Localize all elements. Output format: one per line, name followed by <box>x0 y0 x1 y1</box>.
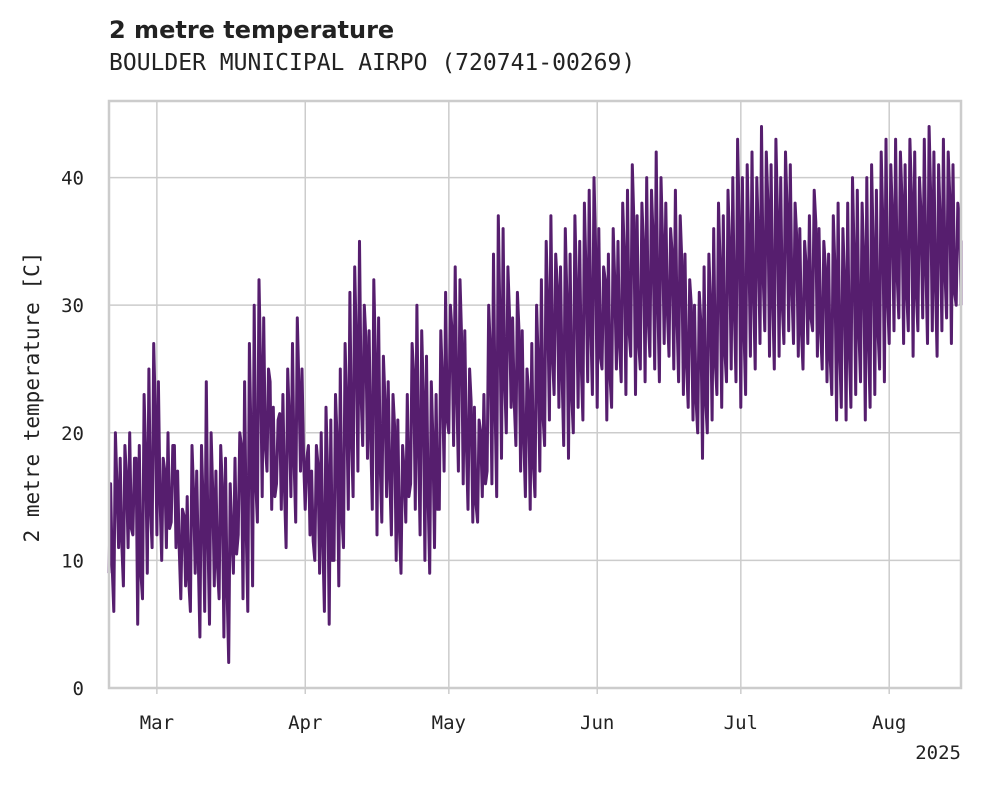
chart-subtitle: BOULDER MUNICIPAL AIRPO (720741-00269) <box>109 50 636 76</box>
x-axis-ticks: Mar Apr May Jun Jul Aug <box>140 688 906 734</box>
y-tick-label: 40 <box>61 168 84 190</box>
series-line-0 <box>107 125 963 664</box>
x-tick-label: Jun <box>580 712 614 734</box>
x-tick-label: Jul <box>724 712 758 734</box>
y-tick-label: 20 <box>61 423 84 445</box>
plot-frame <box>107 99 963 690</box>
y-axis-label: 2 metre temperature [C] <box>20 252 44 543</box>
year-label: 2025 <box>915 742 961 764</box>
x-tick-label: Aug <box>872 712 906 734</box>
x-tick-label: May <box>432 712 466 734</box>
y-tick-label: 10 <box>61 550 84 572</box>
x-tick-label: Mar <box>140 712 174 734</box>
series-group <box>107 125 963 664</box>
x-tick-label: Apr <box>288 712 322 734</box>
chart-title: 2 metre temperature <box>109 16 395 44</box>
y-tick-label: 0 <box>73 678 84 700</box>
y-tick-label: 30 <box>61 295 84 317</box>
y-axis-ticks: 0 10 20 30 40 <box>61 168 84 700</box>
